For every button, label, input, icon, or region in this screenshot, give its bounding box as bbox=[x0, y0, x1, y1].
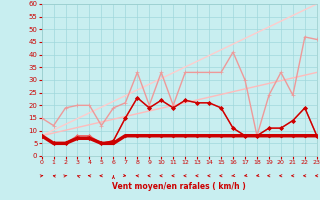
X-axis label: Vent moyen/en rafales ( km/h ): Vent moyen/en rafales ( km/h ) bbox=[112, 182, 246, 191]
